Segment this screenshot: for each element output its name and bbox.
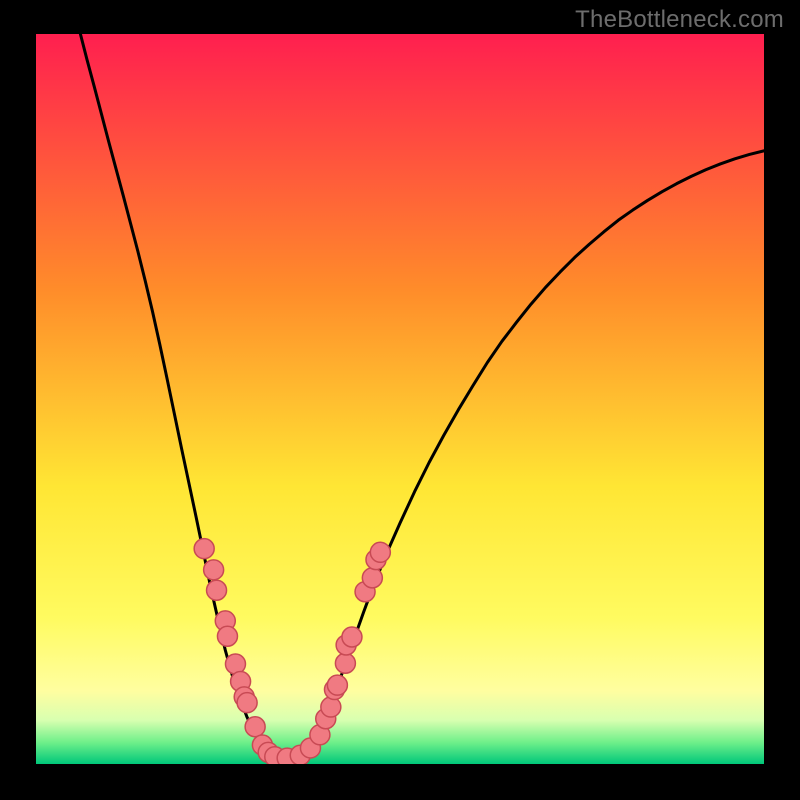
chart-container: TheBottleneck.com: [0, 0, 800, 800]
watermark-text: TheBottleneck.com: [575, 6, 784, 34]
bottleneck-chart: [0, 0, 800, 800]
